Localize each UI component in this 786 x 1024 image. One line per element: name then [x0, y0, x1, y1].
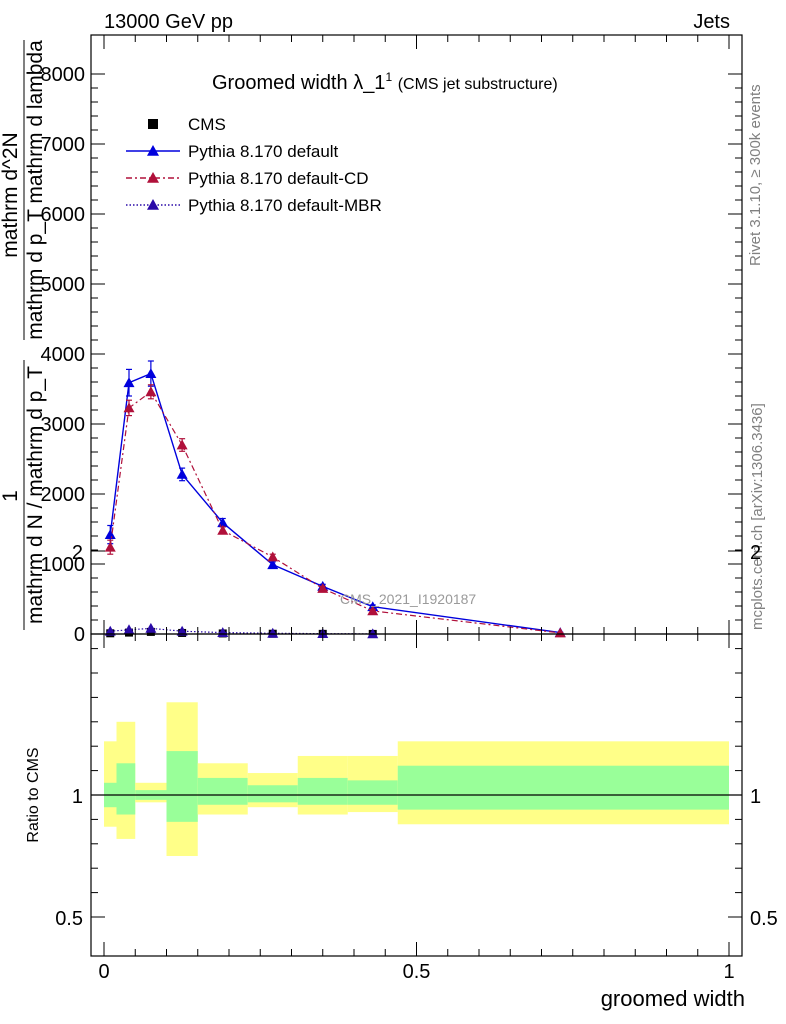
data-point — [176, 625, 188, 636]
ratio-stat-band — [166, 751, 198, 822]
x-tick-label: 0 — [98, 961, 109, 983]
ratio-stat-band — [197, 777, 248, 805]
legend-label: CMS — [188, 115, 226, 134]
legend: CMS Pythia 8.170 default Pythia 8.170 defa… — [126, 115, 382, 215]
legend-label: Pythia 8.170 default-MBR — [188, 196, 382, 215]
analysis-watermark: CMS_2021_I1920187 — [340, 591, 476, 607]
data-point — [123, 377, 135, 388]
ratio-y-tick-label: 2 — [72, 542, 83, 564]
data-point — [123, 624, 135, 635]
data-point — [267, 551, 279, 562]
data-point — [554, 627, 566, 638]
y-axis-label-num: 1 — [0, 490, 22, 502]
ratio-stat-band — [116, 763, 136, 815]
y-tick-label: 7000 — [41, 134, 86, 156]
data-point — [104, 625, 116, 636]
rivet-label: Rivet 3.1.10, ≥ 300k events — [747, 84, 764, 266]
ratio-stat-band — [297, 777, 348, 805]
y-axis-label: 1 mathrm d N / mathrm d p_T mathrm d^2N … — [0, 40, 47, 630]
legend-marker — [147, 199, 159, 210]
ratio-stat-band — [247, 785, 298, 803]
data-point — [367, 628, 379, 639]
legend-marker — [148, 119, 158, 129]
chart-title: Groomed width λ_11 (CMS jet substructure… — [212, 64, 558, 94]
x-tick-label: 0.5 — [403, 961, 431, 983]
y-tick-label: 3000 — [41, 414, 86, 436]
data-point — [145, 368, 157, 378]
ratio-y-tick-label: 1 — [72, 786, 83, 808]
y-axis-label-right-den: mathrm d p_T mathrm d lambda — [24, 40, 47, 340]
ratio-panel: 0.5 0.5 1 1 2 2 0 0.5 1 — [55, 542, 778, 983]
ratio-stat-band — [347, 780, 398, 805]
ratio-stat-band — [397, 765, 729, 810]
ratio-y-axis-label: Ratio to CMS — [25, 747, 42, 842]
data-point — [217, 524, 229, 535]
legend-label: Pythia 8.170 default-CD — [188, 169, 369, 188]
mcplots-label: mcplots.cern.ch [arXiv:1306.3436] — [749, 403, 766, 630]
y-tick-label: 4000 — [41, 344, 86, 366]
header-left-label: 13000 GeV pp — [104, 11, 233, 33]
x-tick-label: 1 — [723, 961, 734, 983]
data-point — [145, 386, 157, 397]
x-axis-label: groomed width — [601, 986, 745, 1011]
main-panel: 0 1000 2000 3000 4000 5000 6000 7000 8000 — [41, 34, 743, 646]
chart-title-symbol: λ_1 — [353, 72, 385, 94]
chart-title-main: Groomed width — [212, 72, 348, 94]
legend-marker — [147, 172, 159, 183]
y-tick-label: 8000 — [41, 64, 86, 86]
chart-title-note: (CMS jet substructure) — [398, 76, 558, 93]
y-tick-label: 6000 — [41, 204, 86, 226]
legend-label: Pythia 8.170 default — [188, 142, 339, 161]
ratio-y-tick-label-right: 2 — [750, 542, 761, 564]
y-tick-label: 0 — [74, 624, 85, 646]
header-right-label: Jets — [693, 11, 730, 33]
ratio-y-tick-label-right: 1 — [750, 786, 761, 808]
y-axis-label-den: mathrm d N / mathrm d p_T — [24, 366, 47, 624]
legend-marker — [147, 145, 159, 156]
y-axis-label-right-num: mathrm d^2N — [0, 132, 22, 257]
ratio-y-tick-label-right: 0.5 — [750, 908, 778, 930]
data-point — [317, 583, 329, 593]
series-line — [109, 390, 561, 634]
chart-title-sup: 1 — [385, 70, 392, 84]
y-tick-label: 1000 — [41, 554, 86, 576]
data-point — [104, 529, 116, 539]
data-point — [176, 439, 188, 450]
y-tick-label: 2000 — [41, 484, 86, 506]
ratio-y-tick-label: 0.5 — [55, 908, 83, 930]
data-point — [267, 559, 279, 570]
y-tick-label: 5000 — [41, 274, 86, 296]
data-point — [176, 468, 188, 479]
data-point — [267, 627, 279, 638]
data-point — [145, 622, 157, 633]
data-point — [367, 605, 379, 616]
data-point — [104, 541, 116, 552]
data-point — [123, 402, 135, 413]
